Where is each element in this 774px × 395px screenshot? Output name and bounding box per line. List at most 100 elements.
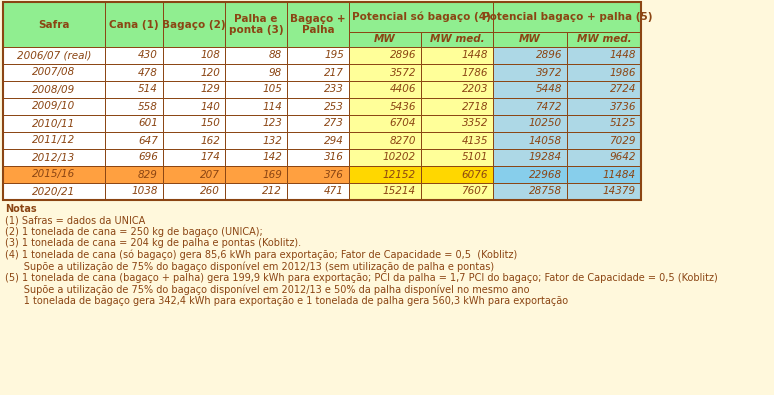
Bar <box>349 47 421 64</box>
Text: 5448: 5448 <box>536 85 562 94</box>
Text: 207: 207 <box>200 169 220 179</box>
Text: 2724: 2724 <box>609 85 636 94</box>
Bar <box>3 2 105 47</box>
Bar <box>287 47 349 64</box>
Bar <box>349 183 421 200</box>
Bar <box>225 183 287 200</box>
Text: 88: 88 <box>269 51 282 60</box>
Text: 3352: 3352 <box>461 118 488 128</box>
Bar <box>3 98 105 115</box>
Text: 1448: 1448 <box>461 51 488 60</box>
Text: 11484: 11484 <box>603 169 636 179</box>
Text: 2012/13: 2012/13 <box>33 152 76 162</box>
Bar <box>349 149 421 166</box>
Bar <box>421 32 493 47</box>
Text: 123: 123 <box>262 118 282 128</box>
Bar <box>349 81 421 98</box>
Bar <box>493 183 567 200</box>
Bar <box>421 183 493 200</box>
Bar <box>3 132 105 149</box>
Bar <box>163 166 225 183</box>
Bar <box>349 64 421 81</box>
Bar <box>567 81 641 98</box>
Bar <box>105 183 163 200</box>
Bar <box>105 64 163 81</box>
Bar <box>105 166 163 183</box>
Text: 2203: 2203 <box>461 85 488 94</box>
Bar <box>3 166 105 183</box>
Text: 120: 120 <box>200 68 220 77</box>
Text: 3972: 3972 <box>536 68 562 77</box>
Bar <box>163 98 225 115</box>
Bar <box>287 166 349 183</box>
Text: 162: 162 <box>200 135 220 145</box>
Bar <box>349 2 493 32</box>
Text: 12152: 12152 <box>383 169 416 179</box>
Bar <box>493 47 567 64</box>
Bar <box>3 183 105 200</box>
Text: 5436: 5436 <box>389 102 416 111</box>
Text: 2896: 2896 <box>389 51 416 60</box>
Text: 2006/07 (real): 2006/07 (real) <box>17 51 91 60</box>
Text: 19284: 19284 <box>529 152 562 162</box>
Bar <box>3 149 105 166</box>
Bar <box>493 115 567 132</box>
Text: Palha e
ponta (3): Palha e ponta (3) <box>228 14 283 35</box>
Text: 478: 478 <box>138 68 158 77</box>
Bar <box>349 115 421 132</box>
Text: 376: 376 <box>324 169 344 179</box>
Text: 14058: 14058 <box>529 135 562 145</box>
Bar <box>163 47 225 64</box>
Bar <box>493 2 641 32</box>
Text: (5) 1 tonelada de cana (bagaço + palha) gera 199,9 kWh para exportação; PCI da p: (5) 1 tonelada de cana (bagaço + palha) … <box>5 273 717 283</box>
Bar <box>349 98 421 115</box>
Text: (3) 1 tonelada de cana = 204 kg de palha e pontas (Koblitz).: (3) 1 tonelada de cana = 204 kg de palha… <box>5 239 301 248</box>
Text: 6076: 6076 <box>461 169 488 179</box>
Bar <box>163 81 225 98</box>
Bar <box>493 132 567 149</box>
Text: 601: 601 <box>138 118 158 128</box>
Text: Bagaço (2): Bagaço (2) <box>163 19 226 30</box>
Text: 174: 174 <box>200 152 220 162</box>
Bar <box>105 149 163 166</box>
Bar <box>421 149 493 166</box>
Text: 4135: 4135 <box>461 135 488 145</box>
Text: 558: 558 <box>138 102 158 111</box>
Text: 10250: 10250 <box>529 118 562 128</box>
Text: MW med.: MW med. <box>577 34 632 45</box>
Text: 114: 114 <box>262 102 282 111</box>
Text: 98: 98 <box>269 68 282 77</box>
Bar <box>225 2 287 47</box>
Text: 1038: 1038 <box>132 186 158 196</box>
Bar <box>421 166 493 183</box>
Bar <box>287 115 349 132</box>
Text: 129: 129 <box>200 85 220 94</box>
Bar <box>421 132 493 149</box>
Text: 430: 430 <box>138 51 158 60</box>
Bar <box>493 32 567 47</box>
Text: 22968: 22968 <box>529 169 562 179</box>
Text: 1 tonelada de bagaço gera 342,4 kWh para exportação e 1 tonelada de palha gera 5: 1 tonelada de bagaço gera 342,4 kWh para… <box>5 296 568 306</box>
Bar <box>567 166 641 183</box>
Text: 2015/16: 2015/16 <box>33 169 76 179</box>
Bar <box>287 149 349 166</box>
Text: 5125: 5125 <box>609 118 636 128</box>
Text: 2896: 2896 <box>536 51 562 60</box>
Bar <box>493 149 567 166</box>
Text: 140: 140 <box>200 102 220 111</box>
Bar <box>493 81 567 98</box>
Text: Bagaço +
Palha: Bagaço + Palha <box>290 14 346 35</box>
Text: Potencial bagaço + palha (5): Potencial bagaço + palha (5) <box>481 12 652 22</box>
Text: 316: 316 <box>324 152 344 162</box>
Bar <box>287 2 349 47</box>
Bar <box>493 98 567 115</box>
Bar <box>105 47 163 64</box>
Bar <box>163 149 225 166</box>
Bar <box>225 115 287 132</box>
Text: 14379: 14379 <box>603 186 636 196</box>
Text: 2020/21: 2020/21 <box>33 186 76 196</box>
Text: 273: 273 <box>324 118 344 128</box>
Bar <box>421 81 493 98</box>
Bar <box>287 81 349 98</box>
Text: 260: 260 <box>200 186 220 196</box>
